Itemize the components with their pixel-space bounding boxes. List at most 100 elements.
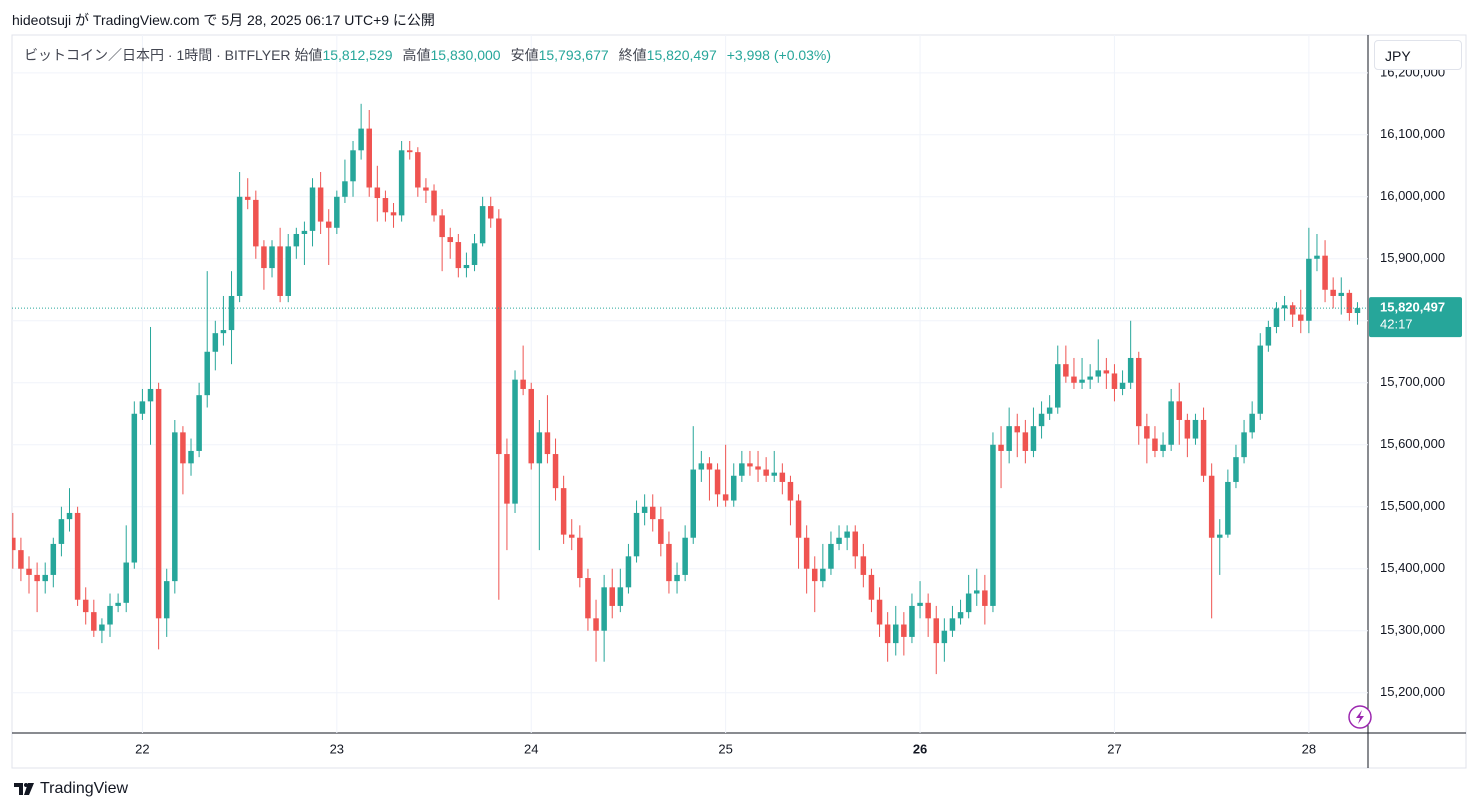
candle-body <box>957 612 964 619</box>
candle-body <box>163 581 170 619</box>
candle-body <box>1265 326 1272 346</box>
candle-body <box>884 624 891 644</box>
candle-body <box>998 444 1004 451</box>
candle-body <box>658 519 664 544</box>
candle-body <box>1338 292 1345 296</box>
candle-body <box>431 190 437 216</box>
candle-body <box>1136 357 1142 427</box>
candle-body <box>803 537 810 569</box>
candle-body <box>1322 255 1328 290</box>
candle-body <box>982 590 988 606</box>
candle-body <box>253 199 259 247</box>
candle-body <box>390 212 397 216</box>
candle-body <box>382 198 389 213</box>
candle-body <box>763 469 769 476</box>
candle-body <box>131 413 138 563</box>
candle-body <box>220 330 227 334</box>
candle-body <box>236 196 243 296</box>
candle-body <box>82 599 89 613</box>
legend-label: 始値 <box>294 47 323 63</box>
candle-body <box>261 246 267 269</box>
candle-body <box>1063 364 1069 377</box>
footer-text: TradingView <box>40 780 129 797</box>
candle-body <box>1241 432 1247 458</box>
candle-body <box>609 587 615 606</box>
candle-body <box>504 454 510 504</box>
candle-body <box>12 537 16 551</box>
candle-body <box>892 624 899 644</box>
candle-body <box>1014 426 1021 433</box>
candle-body <box>496 218 502 455</box>
candle-body <box>398 150 405 216</box>
candle-body <box>706 463 713 470</box>
candle-body <box>990 444 996 606</box>
header: hideotsuji が TradingView.com で 5月 28, 20… <box>12 12 435 28</box>
candle-body <box>244 196 251 200</box>
candle-body <box>520 379 526 389</box>
candle-body <box>755 466 761 470</box>
candle-body <box>1176 401 1183 420</box>
candle-body <box>682 537 688 575</box>
candle-body <box>512 379 518 504</box>
candle-body <box>739 463 745 476</box>
last-price-label: 15,820,497 <box>1380 300 1445 315</box>
footer: TradingView <box>14 780 128 798</box>
candle-body <box>617 587 624 606</box>
candle-body <box>528 388 534 464</box>
change: +3,998 (+0.03%) <box>726 47 832 63</box>
candle-body <box>350 150 356 182</box>
candle-body <box>139 401 146 414</box>
candle-body <box>1298 314 1304 321</box>
candle-body <box>172 432 178 582</box>
candle-body <box>18 550 24 569</box>
symbol: ビットコイン／日本円 · 1時間 · BITFLYER <box>24 47 291 63</box>
candle-body <box>471 243 478 265</box>
candle-body <box>674 574 680 582</box>
candle-body <box>593 618 599 631</box>
candle-body <box>536 432 543 464</box>
candle-body <box>204 351 210 396</box>
candle-body <box>301 230 308 234</box>
candle-body <box>155 388 162 619</box>
candle-body <box>568 534 575 538</box>
candle-body <box>787 481 794 501</box>
x-tick-label: 25 <box>718 741 732 756</box>
candle-body <box>188 450 194 464</box>
currency-button[interactable]: JPY <box>1374 40 1462 70</box>
candle-body <box>366 128 372 188</box>
candle-body <box>828 543 834 569</box>
candle-body <box>714 469 721 495</box>
candle-body <box>74 512 81 600</box>
candle-body <box>1330 289 1336 296</box>
candle-body <box>868 574 875 600</box>
legend-value: 15,812,529 <box>322 47 393 63</box>
candle-body <box>965 593 972 613</box>
candle-body <box>771 472 777 476</box>
candle-body <box>1306 258 1312 321</box>
candle-body <box>50 543 57 575</box>
candle-body <box>577 537 583 579</box>
x-tick-label: 22 <box>135 741 149 756</box>
candle-body <box>147 388 154 402</box>
y-tick-label: 15,300,000 <box>1380 622 1445 637</box>
candle-body <box>1314 255 1320 259</box>
candle-body <box>423 187 429 191</box>
candle-body <box>973 590 980 594</box>
candle-body <box>1192 419 1199 439</box>
candle-body <box>560 488 567 535</box>
candle-body <box>1233 457 1239 482</box>
candle-body <box>374 187 381 199</box>
y-tick-label: 15,500,000 <box>1380 498 1445 513</box>
y-tick-label: 16,100,000 <box>1380 126 1445 141</box>
candle-body <box>1225 481 1231 535</box>
candle-body <box>844 531 850 538</box>
candle-body <box>933 618 940 644</box>
candle-body <box>1160 444 1166 451</box>
x-tick-label: 26 <box>913 741 927 756</box>
last-price-box <box>1369 297 1462 338</box>
y-tick-label: 16,000,000 <box>1380 188 1445 203</box>
candle-body <box>1103 370 1110 374</box>
candle-body <box>836 537 842 544</box>
